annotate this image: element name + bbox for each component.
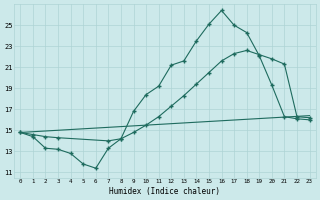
X-axis label: Humidex (Indice chaleur): Humidex (Indice chaleur) — [109, 187, 220, 196]
